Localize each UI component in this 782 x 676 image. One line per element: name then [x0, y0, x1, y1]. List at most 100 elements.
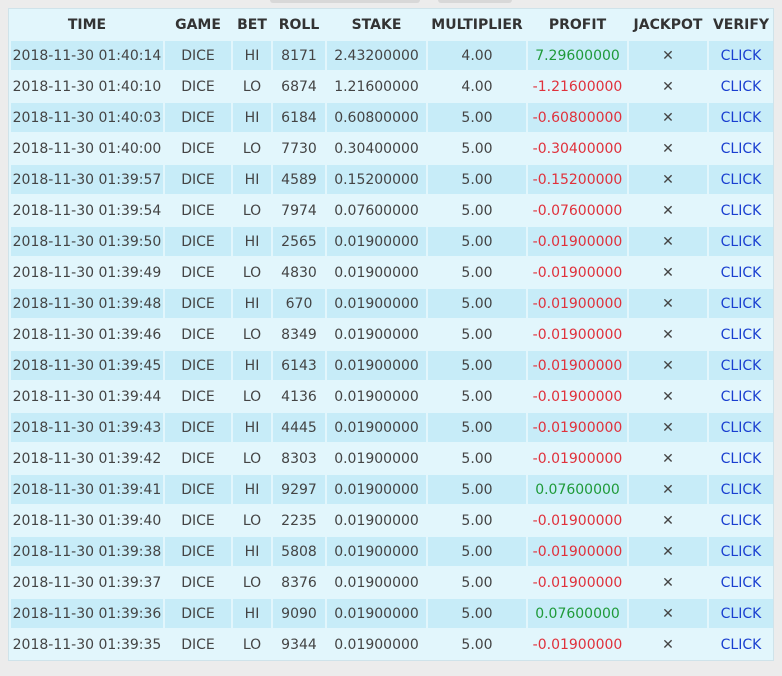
bet-cell: HI	[233, 413, 271, 442]
roll-cell: 4445	[273, 413, 325, 442]
multiplier-cell: 5.00	[428, 227, 526, 256]
time-cell: 2018-11-30 01:39:44	[11, 382, 163, 411]
verify-cell: CLICK	[709, 413, 773, 442]
game-cell: DICE	[165, 320, 231, 349]
multiplier-cell: 5.00	[428, 134, 526, 163]
table-row: 2018-11-30 01:39:57 DICE HI 4589 0.15200000 5…	[11, 165, 773, 194]
verify-link[interactable]: CLICK	[720, 109, 762, 126]
jackpot-cell: ✕	[629, 165, 707, 194]
verify-link[interactable]: CLICK	[720, 574, 762, 591]
verify-link[interactable]: CLICK	[720, 326, 762, 343]
verify-link[interactable]: CLICK	[720, 47, 762, 64]
verify-cell: CLICK	[709, 568, 773, 597]
verify-link[interactable]: CLICK	[720, 202, 762, 219]
verify-link[interactable]: CLICK	[720, 605, 762, 622]
jackpot-cell: ✕	[629, 537, 707, 566]
time-cell: 2018-11-30 01:39:41	[11, 475, 163, 504]
table-row: 2018-11-30 01:39:46 DICE LO 8349 0.01900000 5…	[11, 320, 773, 349]
game-cell: DICE	[165, 72, 231, 101]
verify-cell: CLICK	[709, 289, 773, 318]
verify-cell: CLICK	[709, 599, 773, 628]
verify-cell: CLICK	[709, 444, 773, 473]
profit-cell: -0.07600000	[528, 196, 627, 225]
header-roll: ROLL	[278, 17, 320, 33]
close-icon: ✕	[662, 78, 674, 95]
stake-cell: 1.21600000	[327, 72, 426, 101]
game-cell: DICE	[165, 258, 231, 287]
verify-link[interactable]: CLICK	[720, 512, 762, 529]
verify-link[interactable]: CLICK	[720, 419, 762, 436]
table-row: 2018-11-30 01:39:54 DICE LO 7974 0.07600000 5…	[11, 196, 773, 225]
profit-cell: -0.60800000	[528, 103, 627, 132]
multiplier-cell: 5.00	[428, 506, 526, 535]
table-row: 2018-11-30 01:40:10 DICE LO 6874 1.21600000 4…	[11, 72, 773, 101]
game-cell: DICE	[165, 382, 231, 411]
jackpot-cell: ✕	[629, 413, 707, 442]
bet-cell: LO	[233, 320, 271, 349]
verify-link[interactable]: CLICK	[720, 481, 762, 498]
stake-cell: 0.01900000	[327, 444, 426, 473]
bet-cell: HI	[233, 165, 271, 194]
verify-link[interactable]: CLICK	[720, 357, 762, 374]
time-cell: 2018-11-30 01:39:57	[11, 165, 163, 194]
roll-cell: 7974	[273, 196, 325, 225]
stake-cell: 0.01900000	[327, 258, 426, 287]
table-row: 2018-11-30 01:39:50 DICE HI 2565 0.01900000 5…	[11, 227, 773, 256]
jackpot-cell: ✕	[629, 444, 707, 473]
verify-link[interactable]: CLICK	[720, 264, 762, 281]
profit-cell: -0.30400000	[528, 134, 627, 163]
time-cell: 2018-11-30 01:39:35	[11, 630, 163, 659]
close-icon: ✕	[662, 140, 674, 157]
time-cell: 2018-11-30 01:39:54	[11, 196, 163, 225]
verify-link[interactable]: CLICK	[720, 233, 762, 250]
multiplier-cell: 5.00	[428, 165, 526, 194]
game-cell: DICE	[165, 196, 231, 225]
time-cell: 2018-11-30 01:40:14	[11, 41, 163, 70]
header-game: GAME	[175, 17, 221, 33]
stake-cell: 0.60800000	[327, 103, 426, 132]
bet-cell: LO	[233, 196, 271, 225]
stake-cell: 0.15200000	[327, 165, 426, 194]
close-icon: ✕	[662, 543, 674, 560]
verify-link[interactable]: CLICK	[720, 543, 762, 560]
game-cell: DICE	[165, 475, 231, 504]
multiplier-cell: 5.00	[428, 320, 526, 349]
close-icon: ✕	[662, 450, 674, 467]
time-cell: 2018-11-30 01:39:43	[11, 413, 163, 442]
multiplier-cell: 5.00	[428, 289, 526, 318]
table-body: 2018-11-30 01:40:14 DICE HI 8171 2.43200000 4…	[11, 41, 773, 659]
close-icon: ✕	[662, 233, 674, 250]
profit-cell: -0.01900000	[528, 630, 627, 659]
header-time: TIME	[67, 17, 107, 33]
profit-cell: 0.07600000	[528, 475, 627, 504]
roll-cell: 9344	[273, 630, 325, 659]
roll-cell: 6184	[273, 103, 325, 132]
verify-link[interactable]: CLICK	[720, 295, 762, 312]
profit-cell: -0.01900000	[528, 351, 627, 380]
stake-cell: 0.01900000	[327, 320, 426, 349]
time-cell: 2018-11-30 01:39:46	[11, 320, 163, 349]
verify-link[interactable]: CLICK	[720, 171, 762, 188]
tab-edge	[270, 0, 420, 3]
close-icon: ✕	[662, 357, 674, 374]
roll-cell: 2235	[273, 506, 325, 535]
jackpot-cell: ✕	[629, 196, 707, 225]
close-icon: ✕	[662, 202, 674, 219]
multiplier-cell: 5.00	[428, 413, 526, 442]
game-cell: DICE	[165, 444, 231, 473]
verify-link[interactable]: CLICK	[720, 78, 762, 95]
verify-link[interactable]: CLICK	[720, 140, 762, 157]
time-cell: 2018-11-30 01:39:49	[11, 258, 163, 287]
stake-cell: 0.01900000	[327, 475, 426, 504]
table-row: 2018-11-30 01:39:38 DICE HI 5808 0.01900000 5…	[11, 537, 773, 566]
bet-cell: LO	[233, 134, 271, 163]
verify-link[interactable]: CLICK	[720, 450, 762, 467]
verify-link[interactable]: CLICK	[720, 636, 762, 653]
header-profit: PROFIT	[548, 17, 607, 33]
table-row: 2018-11-30 01:40:00 DICE LO 7730 0.30400000 5…	[11, 134, 773, 163]
verify-cell: CLICK	[709, 537, 773, 566]
verify-link[interactable]: CLICK	[720, 388, 762, 405]
multiplier-cell: 5.00	[428, 444, 526, 473]
verify-cell: CLICK	[709, 103, 773, 132]
multiplier-cell: 4.00	[428, 72, 526, 101]
